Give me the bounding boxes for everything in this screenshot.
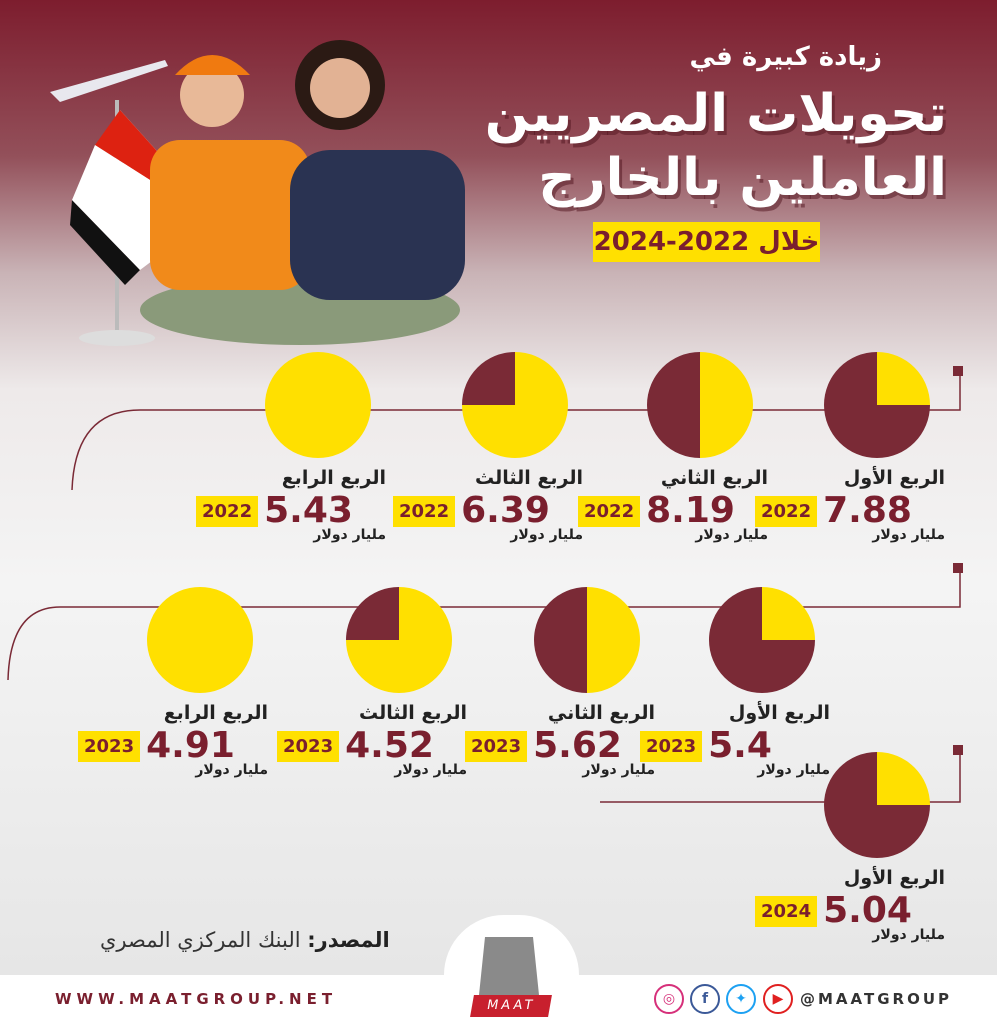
year-badge: 2023 bbox=[640, 730, 703, 762]
title-line-2: العاملين بالخارج bbox=[538, 148, 947, 208]
woman-figure bbox=[290, 40, 465, 300]
quarter-pie-icon bbox=[462, 352, 568, 458]
website-link[interactable]: WWW.MAATGROUP.NET bbox=[55, 990, 338, 1008]
year-badge: 2022 bbox=[755, 495, 818, 527]
unit-label: مليار دولار bbox=[313, 527, 386, 543]
quarter-label: الربع الثاني bbox=[660, 467, 768, 489]
remittance-value: 5.4 bbox=[708, 725, 772, 766]
remittance-value: 4.52 bbox=[345, 725, 434, 766]
remittance-value: 4.91 bbox=[146, 725, 235, 766]
remittance-value: 5.62 bbox=[533, 725, 622, 766]
year-badge: 2023 bbox=[277, 730, 340, 762]
quarter-card: الربع الرابع 2023 4.91 مليار دولار bbox=[78, 702, 268, 778]
source-label: المصدر: bbox=[307, 928, 390, 952]
year-badge: 2023 bbox=[78, 730, 141, 762]
youtube-icon[interactable]: ▶ bbox=[763, 984, 793, 1014]
quarter-label: الربع الرابع bbox=[281, 467, 386, 489]
quarter-label: الربع الثالث bbox=[359, 702, 467, 724]
quarter-pie-icon bbox=[265, 352, 371, 458]
unit-label: مليار دولار bbox=[695, 527, 768, 543]
instagram-icon[interactable]: ◎ bbox=[654, 984, 684, 1014]
unit-label: مليار دولار bbox=[510, 527, 583, 543]
quarter-card: الربع الأول 2024 5.04 مليار دولار bbox=[755, 867, 945, 943]
quarter-pie-icon bbox=[824, 352, 930, 458]
source: المصدر: البنك المركزي المصري bbox=[100, 928, 390, 952]
unit-label: مليار دولار bbox=[872, 527, 945, 543]
quarter-pie-icon bbox=[534, 587, 640, 693]
year-badge: 2022 bbox=[196, 495, 259, 527]
quarter-card: الربع الرابع 2022 5.43 مليار دولار bbox=[196, 467, 386, 543]
quarter-card: الربع الثالث 2022 6.39 مليار دولار bbox=[393, 467, 583, 543]
quarter-card: الربع الثاني 2022 8.19 مليار دولار bbox=[578, 467, 768, 543]
unit-label: مليار دولار bbox=[757, 762, 830, 778]
unit-label: مليار دولار bbox=[195, 762, 268, 778]
year-badge: 2022 bbox=[578, 495, 641, 527]
year-badge: 2023 bbox=[465, 730, 528, 762]
subtitle: زيادة كبيرة في bbox=[689, 42, 883, 72]
remittance-value: 7.88 bbox=[823, 490, 912, 531]
social-handle[interactable]: @MAATGROUP bbox=[800, 990, 952, 1008]
twitter-icon[interactable]: ✦ bbox=[726, 984, 756, 1014]
remittance-value: 6.39 bbox=[461, 490, 550, 531]
remittance-value: 5.43 bbox=[264, 490, 353, 531]
unit-label: مليار دولار bbox=[872, 927, 945, 943]
quarter-card: الربع الثالث 2023 4.52 مليار دولار bbox=[277, 702, 467, 778]
quarter-label: الربع الأول bbox=[843, 467, 945, 489]
quarter-label: الربع الأول bbox=[843, 867, 945, 889]
quarter-label: الربع الرابع bbox=[163, 702, 268, 724]
period-badge: خلال 2022-2024 bbox=[593, 222, 820, 262]
year-badge: 2022 bbox=[393, 495, 456, 527]
quarter-pie-icon bbox=[647, 352, 753, 458]
source-value: البنك المركزي المصري bbox=[100, 928, 301, 952]
unit-label: مليار دولار bbox=[582, 762, 655, 778]
quarter-label: الربع الأول bbox=[728, 702, 830, 724]
year-badge: 2024 bbox=[755, 895, 818, 927]
quarter-card: الربع الأول 2023 5.4 مليار دولار bbox=[640, 702, 830, 778]
quarter-card: الربع الثاني 2023 5.62 مليار دولار bbox=[465, 702, 655, 778]
quarter-label: الربع الثالث bbox=[475, 467, 583, 489]
worker-figure bbox=[150, 55, 310, 290]
facebook-icon[interactable]: f bbox=[690, 984, 720, 1014]
page-title: تحويلات المصريين العاملين بالخارج bbox=[485, 82, 947, 210]
remittance-value: 8.19 bbox=[646, 490, 735, 531]
timeline-connectors bbox=[7, 373, 961, 803]
quarter-pie-icon bbox=[147, 587, 253, 693]
quarter-pie-icon bbox=[709, 587, 815, 693]
logo-text: MAAT bbox=[470, 995, 552, 1017]
quarter-pie-icon bbox=[824, 752, 930, 858]
remittance-value: 5.04 bbox=[823, 890, 912, 931]
maat-logo: MAAT bbox=[444, 915, 579, 1025]
quarter-label: الربع الثاني bbox=[547, 702, 655, 724]
unit-label: مليار دولار bbox=[394, 762, 467, 778]
quarter-card: الربع الأول 2022 7.88 مليار دولار bbox=[755, 467, 945, 543]
airplane bbox=[50, 60, 168, 102]
quarter-pie-icon bbox=[346, 587, 452, 693]
title-line-1: تحويلات المصريين bbox=[484, 84, 947, 144]
